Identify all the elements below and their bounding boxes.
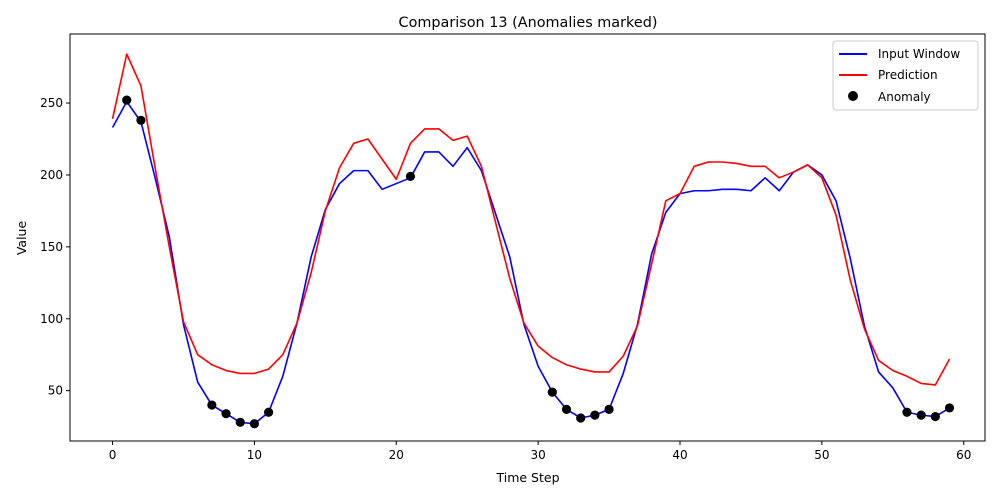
legend-label-anomaly: Anomaly [878,90,931,104]
plot-frame [69,33,986,442]
y-tick-label: 250 [40,96,63,110]
anomaly-marker [264,407,274,417]
x-tick-label: 10 [247,448,262,462]
anomaly-marker [916,410,926,420]
x-tick-label: 20 [389,448,404,462]
y-tick-label: 50 [48,384,63,398]
x-tick-label: 40 [672,448,687,462]
x-axis: 0 10 20 30 40 50 60 [109,441,971,462]
anomaly-marker [547,387,557,397]
anomaly-marker [122,95,132,105]
anomaly-marker [604,404,614,414]
legend-label-prediction: Prediction [878,68,938,82]
y-tick-label: 150 [40,240,63,254]
y-tick-label: 100 [40,312,63,326]
legend-label-input-window: Input Window [878,47,960,61]
legend-swatch-anomaly [848,91,858,101]
legend-box [832,40,979,111]
y-tick-label: 200 [40,168,63,182]
anomaly-marker [207,400,217,410]
x-tick-label: 60 [956,448,971,462]
anomaly-marker [576,413,586,423]
legend: Input Window Prediction Anomaly [832,40,979,111]
x-axis-label: Time Step [495,470,559,485]
y-axis-label: Value [14,221,29,256]
anomaly-marker [590,410,600,420]
chart-title: Comparison 13 (Anomalies marked) [399,15,658,31]
x-tick-label: 0 [109,448,117,462]
anomaly-marker [561,404,572,414]
x-tick-label: 50 [814,448,829,462]
anomaly-marker [249,419,260,429]
anomaly-marker [221,409,231,419]
series-line-prediction [111,53,951,386]
anomaly-marker [235,417,245,427]
anomaly-marker [944,403,955,413]
anomaly-marker [902,407,912,417]
plot-area [111,53,955,429]
y-axis: 50 100 150 200 250 [40,96,70,398]
anomaly-marker [405,171,416,181]
anomaly-marker [930,411,940,422]
x-tick-label: 30 [530,448,545,462]
anomaly-marker [136,115,146,125]
